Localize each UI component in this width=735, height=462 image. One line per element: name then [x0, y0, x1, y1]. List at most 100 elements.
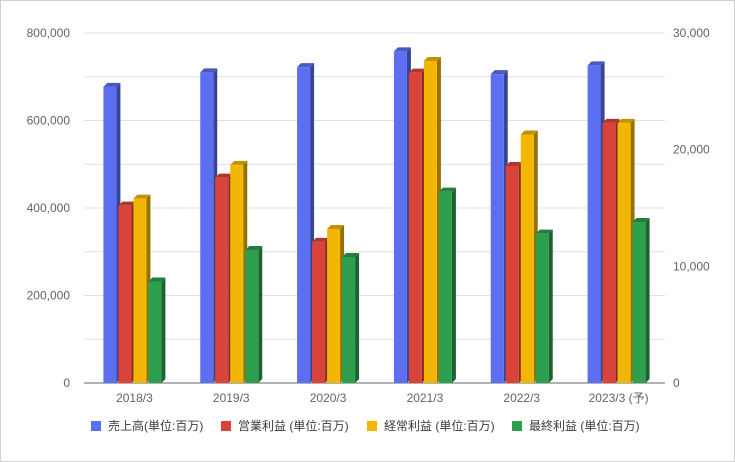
- bar: [297, 63, 315, 383]
- category-label: 2022/3: [503, 391, 540, 405]
- left-axis-tick-label: 800,000: [27, 26, 71, 40]
- bar-top: [632, 218, 650, 222]
- category-label: 2023/3 (予): [589, 391, 649, 405]
- bar: [393, 47, 411, 383]
- bar-top: [617, 118, 635, 123]
- bar-front: [118, 205, 132, 383]
- bar-top: [312, 237, 330, 242]
- bar-side: [548, 229, 553, 383]
- bar: [490, 70, 508, 383]
- bar-top: [423, 57, 441, 61]
- bar-front: [342, 257, 356, 383]
- bar: [327, 225, 345, 383]
- left-axis-tick-label: 600,000: [27, 114, 71, 128]
- right-axis-tick-label: 20,000: [673, 143, 710, 157]
- bar-front: [438, 191, 452, 383]
- bar: [200, 68, 218, 383]
- bar-top: [133, 194, 151, 199]
- bar: [505, 162, 523, 383]
- legend-swatch: [512, 421, 522, 431]
- bar-front: [423, 61, 437, 383]
- left-axis-tick-label: 0: [63, 376, 70, 390]
- bar-top: [215, 173, 233, 178]
- bar-top: [200, 68, 218, 73]
- legend-label: 経常利益 (単位:百万): [384, 418, 495, 433]
- bar: [408, 68, 426, 384]
- bar-front: [215, 177, 229, 383]
- category-label: 2018/3: [116, 391, 153, 405]
- bar-front: [230, 164, 244, 383]
- series-3: [148, 187, 650, 383]
- bar-top: [103, 82, 121, 87]
- legend-label: 営業利益 (単位:百万): [238, 418, 349, 433]
- bar-top: [602, 118, 620, 123]
- bar-front: [297, 67, 311, 383]
- legend-swatch: [91, 421, 101, 431]
- bar-front: [312, 241, 326, 383]
- legend: 売上高(単位:百万) 営業利益 (単位:百万) 経常利益 (単位:百万) 最終利益 (…: [91, 418, 640, 433]
- legend-swatch: [221, 421, 231, 431]
- bar-front: [505, 166, 519, 383]
- bar-front: [327, 229, 341, 383]
- bar-front: [587, 65, 601, 383]
- right-axis-tick-label: 10,000: [673, 259, 710, 273]
- bar-top: [505, 162, 523, 166]
- bar: [520, 130, 538, 383]
- bar: [312, 237, 330, 383]
- legend-item: 最終利益 (単位:百万): [512, 418, 640, 433]
- bar: [118, 201, 136, 383]
- category-label: 2021/3: [407, 391, 444, 405]
- bar: [602, 118, 620, 383]
- bar-top: [230, 160, 248, 165]
- bar-front: [200, 72, 214, 383]
- bar-top: [438, 187, 456, 192]
- bar-top: [245, 246, 263, 250]
- bar-top: [393, 47, 411, 52]
- legend-item: 売上高(単位:百万): [91, 418, 203, 433]
- bar-top: [327, 225, 345, 229]
- legend-label: 最終利益 (単位:百万): [529, 418, 640, 433]
- bar-top: [520, 130, 538, 135]
- legend-item: 経常利益 (単位:百万): [367, 418, 495, 433]
- bar-top: [535, 229, 553, 234]
- bar-side: [161, 277, 166, 383]
- bar: [617, 118, 635, 383]
- bar: [133, 194, 151, 383]
- bar: [342, 253, 360, 383]
- bar: [587, 61, 605, 383]
- legend-label: 売上高(単位:百万): [108, 418, 203, 433]
- bar-front: [520, 134, 534, 383]
- bar-side: [451, 187, 456, 383]
- bar-front: [133, 198, 147, 383]
- right-axis-tick-label: 0: [673, 376, 680, 390]
- bar-front: [408, 72, 422, 384]
- bar-front: [602, 122, 616, 383]
- bar: [103, 82, 121, 383]
- legend-item: 営業利益 (単位:百万): [221, 418, 349, 433]
- bar-front: [617, 122, 631, 383]
- bar-top: [342, 253, 360, 257]
- bar-top: [297, 63, 315, 68]
- bar-side: [258, 246, 263, 383]
- bar-front: [490, 74, 504, 383]
- bar: [632, 218, 650, 383]
- bar-side: [645, 218, 650, 383]
- bar-top: [148, 277, 166, 282]
- bar-front: [148, 281, 162, 383]
- bar-front: [535, 233, 549, 383]
- bar-front: [632, 222, 646, 383]
- left-axis-tick-label: 400,000: [27, 201, 71, 215]
- bar: [438, 187, 456, 383]
- category-label: 2019/3: [213, 391, 250, 405]
- bar: [148, 277, 166, 383]
- bar-front: [245, 250, 259, 383]
- bar-top: [118, 201, 136, 206]
- bar-front: [393, 51, 407, 383]
- bar-front: [103, 86, 117, 383]
- left-axis-tick-label: 200,000: [27, 289, 71, 303]
- bar: [535, 229, 553, 383]
- bar: [230, 160, 248, 383]
- bar-top: [408, 68, 426, 73]
- category-label: 2020/3: [310, 391, 347, 405]
